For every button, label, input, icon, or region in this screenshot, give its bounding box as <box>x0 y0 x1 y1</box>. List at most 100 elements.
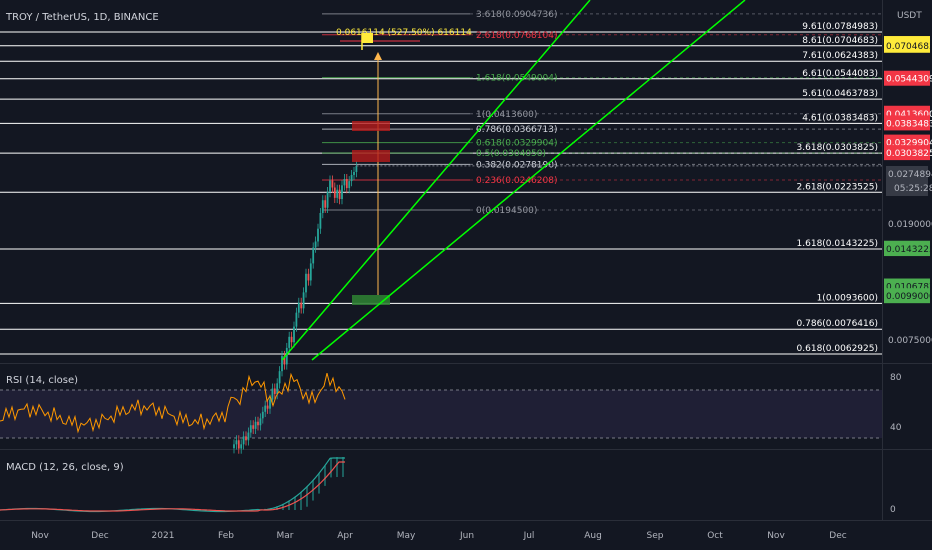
price-tick-2: 0.0075000 <box>888 336 932 346</box>
support-box <box>352 295 390 305</box>
macd-histogram-bar <box>306 486 308 507</box>
candle-body <box>269 399 271 409</box>
candle-body <box>300 302 303 309</box>
candle-body <box>273 388 276 394</box>
candle-body <box>278 371 281 384</box>
fib-level-label: 0(0.0194500) <box>476 206 537 216</box>
ext-level-label: 1(0.0093600) <box>817 293 878 303</box>
time-axis-label: Dec <box>829 531 846 541</box>
candle-body <box>285 347 288 365</box>
candle-body <box>266 405 269 409</box>
price-tag-label: 0.0329904 <box>886 139 932 149</box>
time-axis-label: Aug <box>584 531 602 541</box>
time-axis-label: 2021 <box>152 531 175 541</box>
price-tag-label: 0.0143225 <box>886 245 932 255</box>
candle-body <box>283 355 286 365</box>
macd-histogram-bar <box>294 496 296 510</box>
price-tag-label: 0.0099000 <box>886 292 932 302</box>
chart-title: TROY / TetherUS, 1D, BINANCE <box>5 12 159 23</box>
candle-body <box>290 336 293 343</box>
candle-body <box>257 421 259 426</box>
ext-level-label: 4.61(0.0383483) <box>802 113 878 123</box>
candle-body <box>254 421 257 429</box>
time-axis-label: Nov <box>31 531 49 541</box>
macd-histogram-bar <box>324 465 326 486</box>
candle-body <box>288 336 291 348</box>
trend-line-shallow <box>311 0 746 361</box>
price-tag-label: 0.0413600 <box>886 110 932 120</box>
rsi-line <box>0 372 346 434</box>
candle-body <box>307 273 310 281</box>
candle-body <box>276 383 279 394</box>
price-tag <box>884 115 930 131</box>
candle-body <box>345 179 348 189</box>
candle-body <box>329 180 331 192</box>
candle-body <box>235 440 238 445</box>
ext-level-label: 5.61(0.0463783) <box>802 89 878 99</box>
fib-level-label: 3.618(0.0904736) <box>476 10 557 20</box>
ext-level-label: 2.618(0.0223525) <box>797 182 878 192</box>
candle-body <box>302 292 305 309</box>
candle-body <box>336 189 339 198</box>
candle-body <box>240 444 243 449</box>
time-axis-label: Oct <box>707 531 723 541</box>
fib-level-label: 0.5(0.0304050) <box>476 149 546 159</box>
ext-level-label: 7.61(0.0624383) <box>802 51 878 61</box>
candle-body <box>331 180 334 188</box>
fib-level-label: 1.618(0.0549004) <box>476 74 557 84</box>
price-tag <box>884 145 930 161</box>
resistance-box-lower <box>352 150 390 162</box>
countdown-label: 05:25:28 <box>894 184 932 194</box>
price-tag <box>884 241 930 257</box>
candle-body <box>252 425 255 429</box>
currency-label: USDT <box>897 11 922 21</box>
price-tag <box>884 37 930 53</box>
candle-body <box>350 174 353 182</box>
time-axis-label: Apr <box>337 531 353 541</box>
signal-line <box>0 461 345 512</box>
ext-level-label: 3.618(0.0303825) <box>797 143 878 153</box>
fib-level-label: 0.382(0.0278190) <box>476 160 557 170</box>
candle-body <box>293 326 295 343</box>
price-tag-label: 0.0106787 <box>886 283 932 293</box>
time-axis-label: Dec <box>91 531 108 541</box>
ext-level-label: 0.618(0.0062925) <box>797 344 878 354</box>
time-axis-label: Feb <box>218 531 234 541</box>
macd-histogram-bar <box>276 506 278 510</box>
fib-level-label: 0.786(0.0366713) <box>476 125 557 135</box>
candle-body <box>247 432 250 441</box>
price-tag-label: 0.0544309 <box>886 75 932 85</box>
rsi-label: RSI (14, close) <box>6 375 78 386</box>
macd-histogram-bar <box>336 457 338 477</box>
candle-body <box>295 312 298 327</box>
candle-body <box>259 418 262 426</box>
candle-body <box>319 213 322 229</box>
macd-tick-0: 0 <box>890 505 896 515</box>
price-tag-label: 0.0704683 <box>886 42 932 52</box>
macd-histogram-bar <box>300 492 302 510</box>
rsi-tick-80: 80 <box>890 373 902 383</box>
candle-body <box>317 228 319 242</box>
candle-body <box>312 247 315 264</box>
candle-body <box>249 425 252 433</box>
time-axis-label: Sep <box>647 531 664 541</box>
candle-body <box>353 172 355 175</box>
trend-line-steep <box>281 0 591 361</box>
last-price-label: 0.0274894 <box>888 170 932 180</box>
target-arrowhead <box>374 52 382 60</box>
price-tag-label: 0.0303825 <box>886 149 932 159</box>
candle-body <box>261 411 264 419</box>
price-tag <box>884 288 930 304</box>
candle-body <box>355 165 358 173</box>
fib-level-label: 0.618(0.0329904) <box>476 139 557 149</box>
fib-level-label: 0.236(0.0246208) <box>476 176 557 186</box>
candle-body <box>281 355 283 372</box>
candle-body <box>242 436 245 445</box>
candle-body <box>297 302 300 313</box>
target-note: 0.0616114 (527.50%) 616114 <box>336 28 472 38</box>
time-axis-label: Nov <box>767 531 785 541</box>
candle-body <box>338 189 341 200</box>
candle-body <box>348 181 351 189</box>
time-axis-label: Jul <box>523 531 535 541</box>
